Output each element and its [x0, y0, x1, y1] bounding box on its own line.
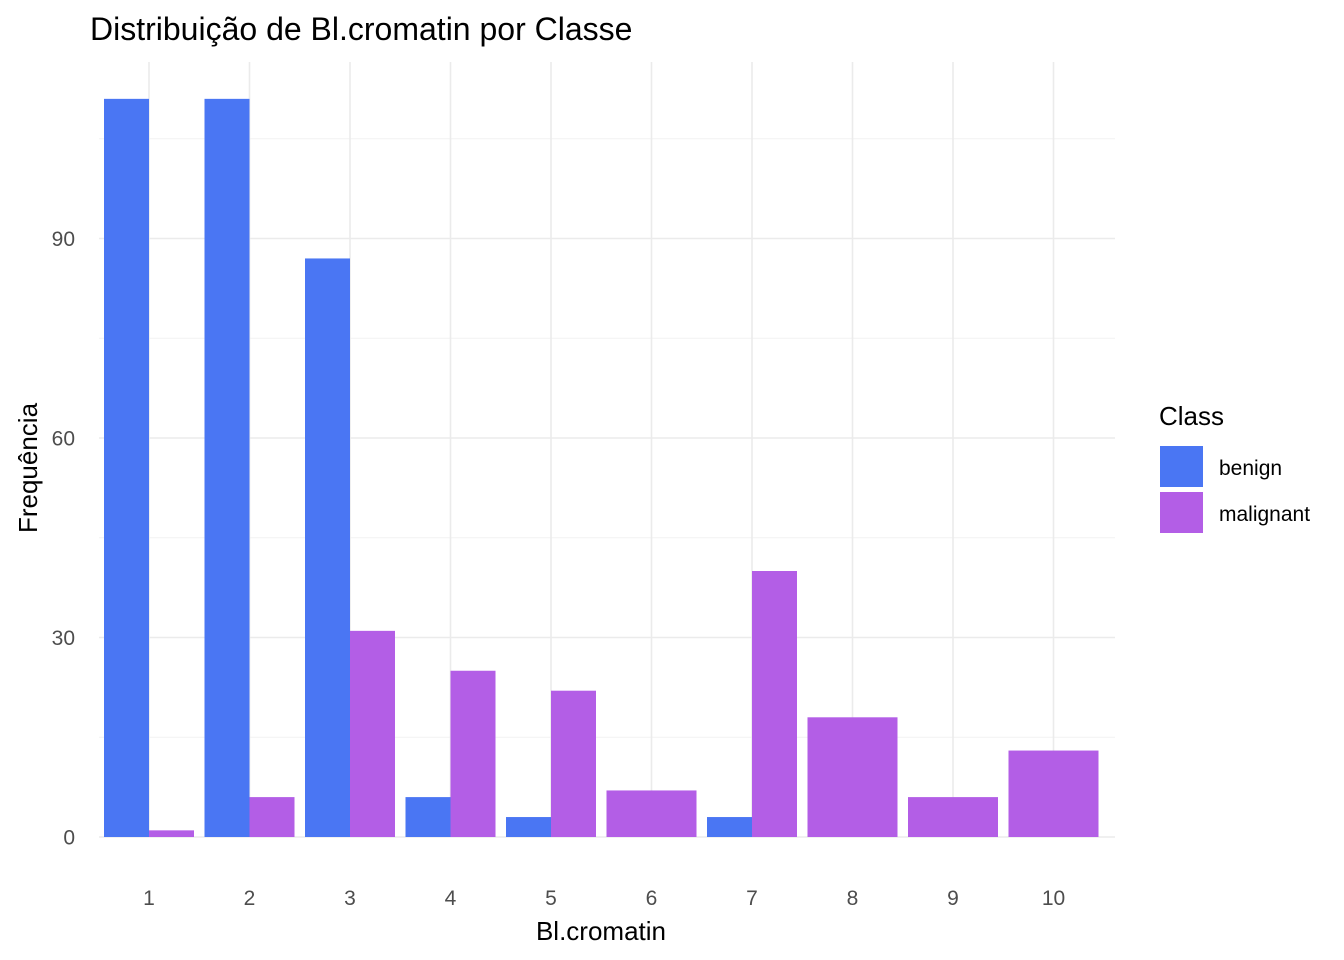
- x-tick-label: 9: [947, 887, 959, 910]
- y-axis-ticks: 0 30 60 90: [52, 228, 75, 850]
- x-tick-label: 10: [1042, 887, 1065, 910]
- bar-benign: [305, 258, 350, 837]
- bar-malignant: [149, 830, 194, 837]
- legend-title: Class: [1159, 401, 1224, 431]
- x-tick-label: 8: [847, 887, 859, 910]
- x-axis-title: Bl.cromatin: [536, 916, 666, 946]
- bar-malignant: [350, 630, 395, 837]
- y-tick-label: 0: [63, 827, 75, 850]
- y-tick-label: 30: [52, 627, 75, 650]
- bar-benign: [405, 797, 451, 837]
- bar-malignant: [908, 797, 998, 837]
- legend-label-benign: benign: [1219, 457, 1282, 480]
- bar-benign: [707, 817, 752, 837]
- bar-malignant: [450, 670, 496, 837]
- legend-key-malignant: [1160, 492, 1203, 533]
- x-tick-label: 6: [646, 887, 658, 910]
- x-tick-label: 1: [143, 887, 155, 910]
- legend: Class benign malignant: [1159, 401, 1310, 533]
- bar-malignant: [606, 790, 697, 837]
- bar-malignant: [807, 717, 898, 837]
- bar-malignant: [249, 797, 295, 837]
- legend-key-benign: [1160, 446, 1203, 487]
- x-tick-label: 5: [545, 887, 557, 910]
- bar-malignant: [752, 571, 797, 837]
- grid: [99, 62, 1115, 838]
- y-tick-label: 90: [52, 228, 75, 251]
- bar-benign: [204, 98, 250, 838]
- y-axis-title: Frequência: [13, 402, 43, 533]
- x-tick-label: 2: [244, 887, 256, 910]
- x-tick-label: 4: [445, 887, 457, 910]
- x-tick-label: 7: [746, 887, 758, 910]
- legend-label-malignant: malignant: [1219, 503, 1310, 526]
- bar-benign: [104, 98, 149, 838]
- y-tick-label: 60: [52, 428, 75, 451]
- chart-title: Distribuição de Bl.cromatin por Classe: [90, 11, 632, 47]
- x-tick-label: 3: [344, 887, 356, 910]
- x-axis-ticks: 1 2 3 4 5 6 7 8 9 10: [143, 887, 1065, 910]
- bar-malignant: [1008, 750, 1099, 837]
- bar-malignant: [551, 690, 596, 837]
- bars: [104, 98, 1099, 838]
- bar-benign: [506, 817, 551, 837]
